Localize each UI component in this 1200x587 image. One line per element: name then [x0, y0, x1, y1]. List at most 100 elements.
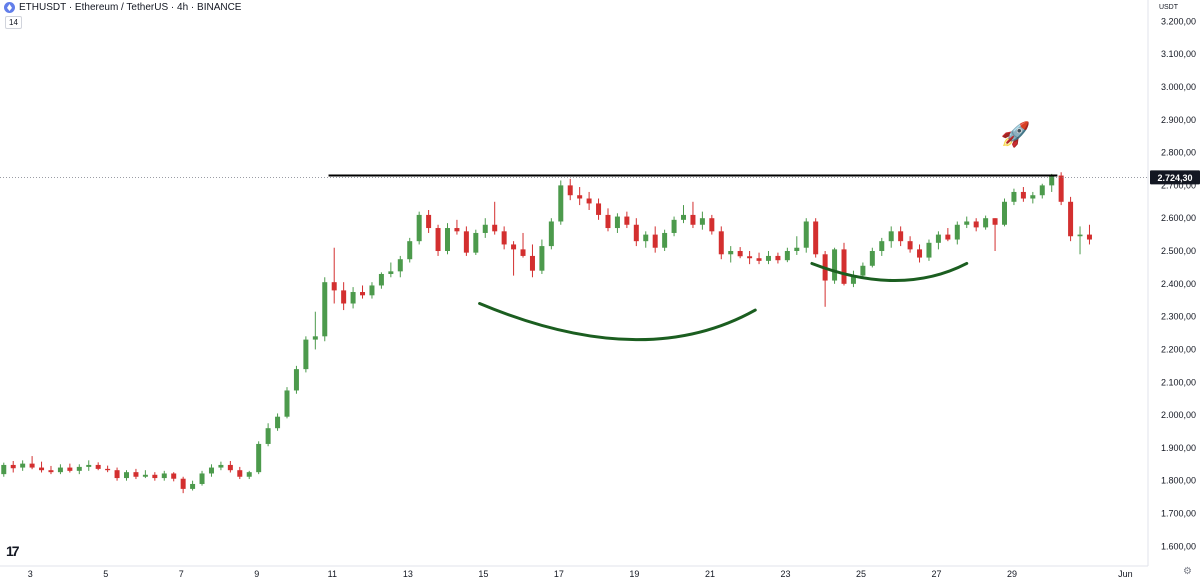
candle-body [303, 339, 309, 370]
currency-label[interactable]: USDT [1158, 4, 1178, 11]
candle-body [784, 251, 790, 261]
candle-body [709, 218, 715, 232]
candle-body [1077, 234, 1083, 237]
candle-body [1030, 195, 1036, 199]
candle-body [407, 241, 413, 260]
candle-body [917, 249, 923, 258]
ethereum-icon [4, 2, 15, 13]
candle-body [501, 231, 507, 245]
candle-body [199, 473, 205, 484]
price-tick-label: 1.600,00 [1161, 541, 1196, 551]
candle-body [850, 275, 856, 284]
price-tick-label: 3.100,00 [1161, 49, 1196, 59]
candle-body [360, 292, 366, 296]
candle-body [142, 474, 148, 477]
candle-body [275, 416, 281, 429]
symbol-header[interactable]: ETHUSDT · Ethereum / TetherUS · 4h · BIN… [4, 2, 241, 13]
candle-body [888, 231, 894, 242]
candle-body [765, 255, 771, 261]
price-tick-label: 2.700,00 [1161, 180, 1196, 190]
candle-body [643, 234, 649, 242]
candle-body [435, 228, 441, 252]
candle-body [794, 247, 800, 252]
left-shoulder-cup-arc[interactable] [478, 302, 757, 342]
candle-body [246, 472, 252, 477]
time-tick-label: 23 [780, 569, 790, 579]
candle-body [529, 255, 535, 271]
candle-body [293, 369, 299, 391]
time-tick-label: Jun [1118, 569, 1133, 579]
candle-body [29, 463, 35, 468]
candle-body [728, 251, 734, 255]
candle-body [954, 224, 960, 240]
candle-body [39, 467, 45, 471]
candle-body [208, 467, 214, 474]
candle-body [935, 234, 941, 243]
candle-body [747, 256, 753, 259]
candle-body [964, 221, 970, 225]
candle-body [171, 473, 177, 479]
price-tick-label: 2.500,00 [1161, 246, 1196, 256]
candle-body [803, 221, 809, 248]
price-tag-background [1150, 170, 1200, 185]
candle-body [983, 218, 989, 228]
right-cup-arc[interactable] [810, 261, 969, 282]
candle-body [473, 232, 479, 253]
candle-body [1058, 175, 1064, 202]
indicator-toggle[interactable]: 14 [5, 16, 22, 29]
candle-body [1, 464, 7, 475]
candle-body [548, 221, 554, 247]
candle-body [671, 219, 677, 233]
candle-body [879, 241, 885, 252]
drawings-layer: 🚀 [0, 121, 1148, 342]
time-tick-label: 7 [179, 569, 184, 579]
candle-body [86, 464, 92, 467]
rocket-icon: 🚀 [1001, 121, 1031, 149]
price-tick-label: 2.200,00 [1161, 344, 1196, 354]
price-tick-label: 1.700,00 [1161, 509, 1196, 519]
candle-body [1068, 201, 1074, 237]
candle-body [832, 249, 838, 281]
candle-body [1086, 234, 1092, 240]
price-tick-label: 2.800,00 [1161, 148, 1196, 158]
time-tick-label: 29 [1007, 569, 1017, 579]
candle-body [105, 468, 111, 471]
candle-body [577, 195, 583, 199]
candle-body [775, 255, 781, 261]
tradingview-logo-icon[interactable]: 17 [6, 543, 20, 559]
candle-body [681, 214, 687, 220]
candle-body [114, 470, 120, 479]
candle-body [756, 258, 762, 261]
current-price-label: 2.724,30 [1157, 173, 1192, 183]
candle-body [133, 472, 139, 477]
candle-body [973, 221, 979, 228]
time-tick-label: 21 [705, 569, 715, 579]
gear-icon[interactable]: ⚙ [1183, 566, 1192, 577]
candle-body [992, 218, 998, 225]
candle-body [48, 470, 54, 473]
candle-body [180, 478, 186, 489]
price-axis[interactable]: 3.200,00 3.100,00 3.000,00 2.900,00 2.800,00… [1161, 16, 1196, 551]
candle-body [312, 336, 318, 340]
time-tick-label: 17 [554, 569, 564, 579]
candle-body [284, 390, 290, 417]
time-tick-label: 19 [629, 569, 639, 579]
indicator-label: 14 [9, 18, 18, 27]
candle-body [444, 228, 450, 252]
price-tick-label: 2.300,00 [1161, 312, 1196, 322]
time-tick-label: 27 [932, 569, 942, 579]
time-axis[interactable]: 3 5 7 9 11 13 15 17 19 21 23 25 27 29 Jun [28, 569, 1133, 579]
candle-body [67, 467, 73, 471]
time-tick-label: 5 [103, 569, 108, 579]
candle-body [152, 474, 158, 479]
candle-body [558, 185, 564, 222]
candle-body [737, 251, 743, 257]
price-tick-label: 3.200,00 [1161, 16, 1196, 26]
candle-body [369, 285, 375, 296]
symbol-title[interactable]: ETHUSDT · Ethereum / TetherUS · 4h · BIN… [19, 2, 242, 13]
candle-body [218, 464, 224, 468]
price-tick-label: 1.900,00 [1161, 443, 1196, 453]
price-tick-label: 2.400,00 [1161, 279, 1196, 289]
